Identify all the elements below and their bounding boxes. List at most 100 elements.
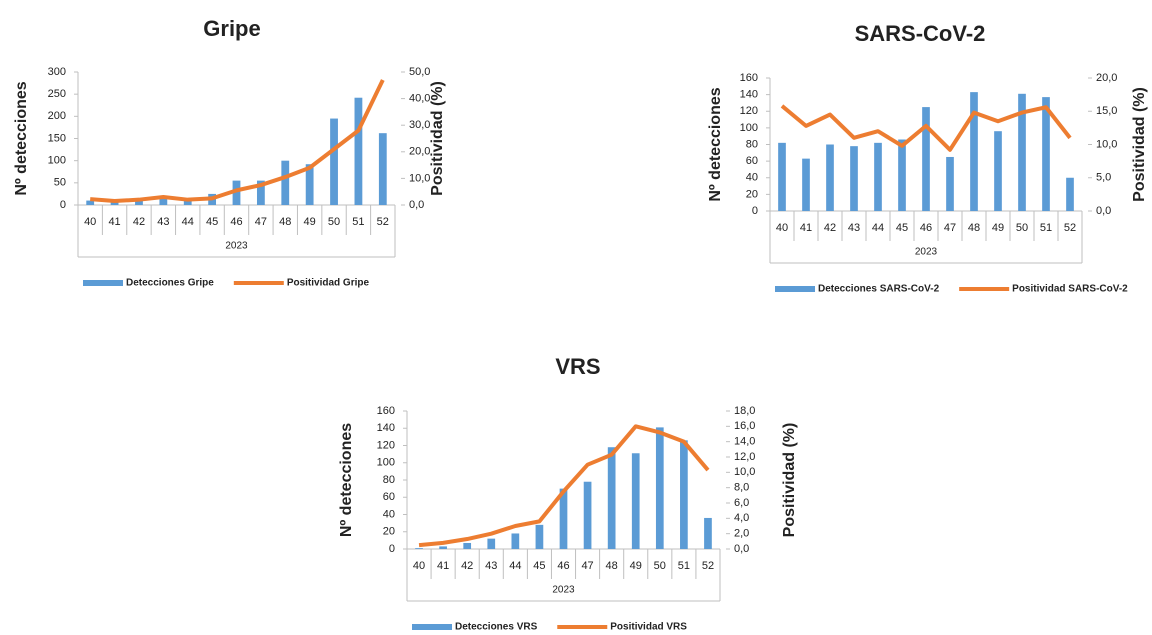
y-tick-label: 120 (377, 439, 395, 451)
x-tick-label: 41 (800, 222, 812, 234)
x-tick-label: 52 (377, 216, 389, 228)
y-tick-label: 20 (383, 526, 395, 538)
y2-tick-label: 0,0 (409, 199, 424, 211)
y-tick-label: 100 (740, 122, 758, 134)
y2-tick-label: 2,0 (734, 528, 749, 540)
bar (232, 180, 241, 205)
y-tick-label: 150 (48, 132, 66, 144)
bar (281, 160, 290, 205)
x-tick-label: 50 (328, 216, 340, 228)
x-tick-label: 43 (848, 222, 860, 234)
y2-tick-label: 20,0 (409, 146, 430, 158)
bar (305, 164, 314, 205)
x-tick-label: 42 (461, 560, 473, 572)
y2-tick-label: 0,0 (1096, 205, 1111, 217)
x-tick-label: 50 (1016, 222, 1028, 234)
legend-label: Detecciones Gripe (126, 278, 214, 289)
y-axis-title: Nº detecciones (13, 81, 30, 195)
y2-axis-title: Positividad (%) (1131, 87, 1148, 202)
y-tick-label: 100 (48, 155, 66, 167)
y-tick-label: 100 (377, 457, 395, 469)
y-tick-label: 50 (54, 177, 66, 189)
bar (802, 158, 810, 211)
y-tick-label: 60 (383, 491, 395, 503)
y2-tick-label: 10,0 (409, 172, 430, 184)
y2-tick-label: 40,0 (409, 93, 430, 105)
x-tick-label: 51 (352, 216, 364, 228)
x-tick-label: 50 (654, 560, 666, 572)
bar (778, 142, 786, 211)
y2-tick-label: 0,0 (734, 543, 749, 555)
bar (86, 200, 95, 205)
bar (159, 198, 168, 205)
y2-tick-label: 10,0 (734, 466, 755, 478)
y-tick-label: 120 (740, 105, 758, 117)
x-tick-label: 45 (533, 560, 545, 572)
y-tick-label: 160 (377, 405, 395, 417)
x-tick-label: 41 (437, 560, 449, 572)
bar (994, 131, 1002, 211)
y2-tick-label: 15,0 (1096, 105, 1117, 117)
bar (559, 488, 568, 549)
line (418, 424, 710, 548)
bar (970, 92, 978, 211)
y2-axis-title: Positividad (%) (781, 423, 798, 538)
bar (135, 200, 143, 205)
bar (535, 524, 544, 549)
y2-tick-label: 30,0 (409, 119, 430, 131)
x-tick-label: 51 (678, 560, 690, 572)
x-tick-label: 42 (133, 216, 145, 228)
y-tick-label: 160 (740, 72, 758, 84)
bar (487, 538, 496, 549)
x-tick-label: 40 (84, 216, 96, 228)
y2-tick-label: 10,0 (1096, 138, 1117, 150)
y-tick-label: 40 (383, 508, 395, 520)
y-axis-title: Nº detecciones (707, 87, 724, 201)
y2-tick-label: 8,0 (734, 482, 749, 494)
legend-swatch (83, 280, 123, 286)
line (780, 104, 1072, 152)
y2-tick-label: 4,0 (734, 512, 749, 524)
legend-label: Positividad VRS (610, 622, 687, 633)
x-axis-title: 2023 (552, 585, 575, 596)
x-tick-label: 44 (509, 560, 521, 572)
chart-title: SARS-CoV-2 (855, 21, 986, 46)
bar (680, 440, 688, 549)
bar (631, 453, 640, 549)
x-tick-label: 46 (557, 560, 569, 572)
bar (378, 133, 387, 205)
y-tick-label: 300 (48, 66, 66, 78)
bar (354, 97, 363, 205)
bar (607, 447, 616, 549)
bar (1018, 93, 1026, 211)
chart-title: VRS (555, 354, 600, 379)
y2-axis-title: Positividad (%) (429, 81, 446, 196)
x-tick-label: 52 (1064, 222, 1076, 234)
y-tick-label: 200 (48, 110, 66, 122)
bar (463, 542, 472, 549)
x-tick-label: 47 (255, 216, 267, 228)
x-tick-label: 47 (944, 222, 956, 234)
x-tick-label: 43 (157, 216, 169, 228)
chart-title: Gripe (203, 16, 260, 41)
x-tick-label: 44 (182, 216, 194, 228)
bar (898, 139, 906, 211)
legend-label: Detecciones SARS-CoV-2 (818, 284, 940, 295)
legend-label: Detecciones VRS (455, 622, 538, 633)
bar (1042, 97, 1050, 211)
x-tick-label: 49 (992, 222, 1004, 234)
x-tick-label: 49 (630, 560, 642, 572)
bar (583, 481, 592, 549)
legend-label: Positividad Gripe (287, 278, 370, 289)
bar (850, 146, 858, 211)
x-tick-label: 45 (206, 216, 218, 228)
x-tick-label: 45 (896, 222, 908, 234)
bar (826, 144, 834, 211)
x-tick-label: 47 (581, 560, 593, 572)
bar (922, 107, 930, 211)
x-tick-label: 52 (702, 560, 714, 572)
bar (183, 199, 192, 205)
y-tick-label: 80 (383, 474, 395, 486)
x-tick-label: 51 (1040, 222, 1052, 234)
